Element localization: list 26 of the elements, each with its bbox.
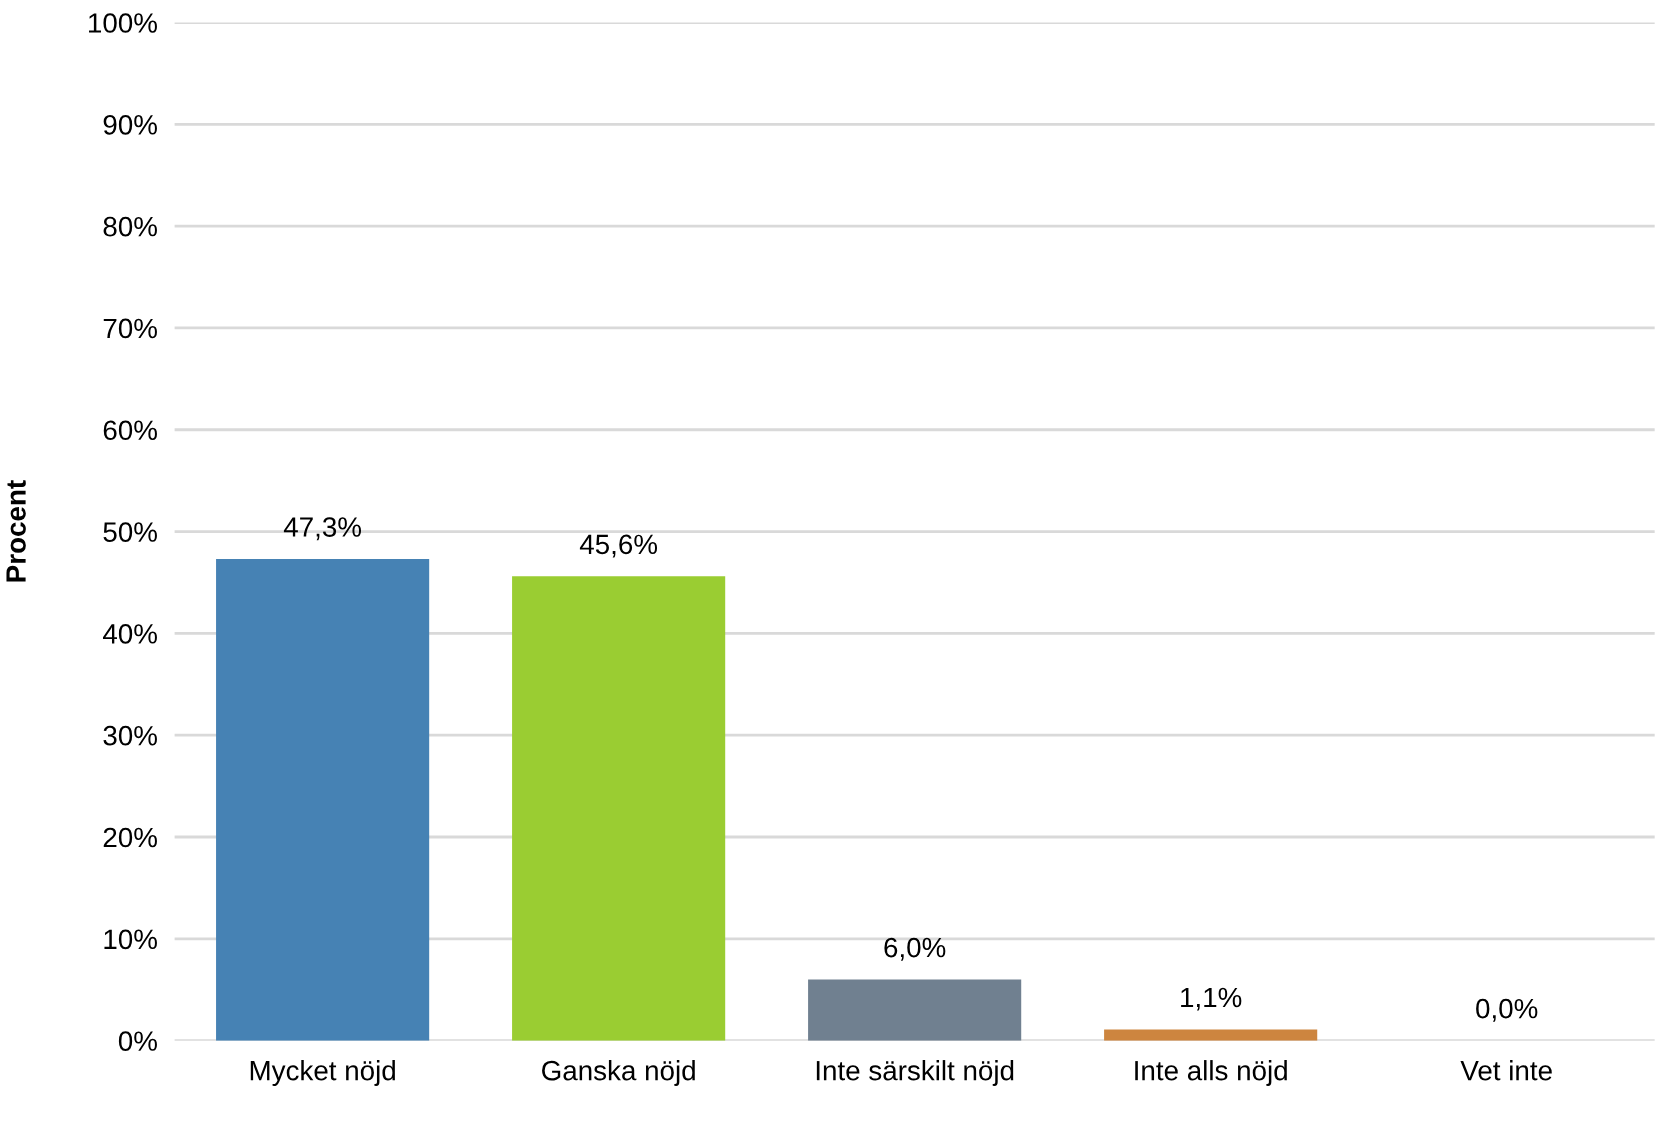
bar	[216, 559, 430, 1041]
data-label: 47,3%	[283, 517, 362, 541]
y-tick-label: 90%	[103, 114, 157, 135]
y-tick-label: 100%	[89, 13, 157, 33]
x-tick-label: Inte alls nöjd	[1135, 1060, 1287, 1086]
y-tick-label: 30%	[103, 725, 157, 746]
y-axis-title: Procent	[6, 480, 26, 582]
data-label: 6,0%	[884, 937, 946, 961]
bar	[1104, 1029, 1318, 1041]
y-tick-label: 20%	[103, 827, 157, 848]
y-tick-label: 80%	[103, 216, 157, 237]
y-tick-label: 0%	[118, 1031, 157, 1051]
x-tick-label: Inte särskilt nöjd	[816, 1060, 1014, 1086]
y-tick-label: 10%	[104, 929, 157, 950]
bar	[512, 576, 726, 1041]
x-tick-label: Vet inte	[1460, 1060, 1552, 1081]
x-tick-label: Ganska nöjd	[542, 1060, 695, 1086]
y-tick-label: 50%	[103, 522, 157, 542]
y-tick-label: 70%	[103, 318, 157, 339]
y-tick-label: 40%	[102, 624, 157, 644]
data-label: 45,6%	[579, 534, 658, 558]
x-tick-label: Mycket nöjd	[250, 1060, 395, 1086]
data-label: 0,0%	[1476, 998, 1538, 1022]
y-tick-label: 60%	[103, 420, 157, 441]
data-label: 1,1%	[1181, 987, 1242, 1011]
bar	[808, 979, 1022, 1041]
